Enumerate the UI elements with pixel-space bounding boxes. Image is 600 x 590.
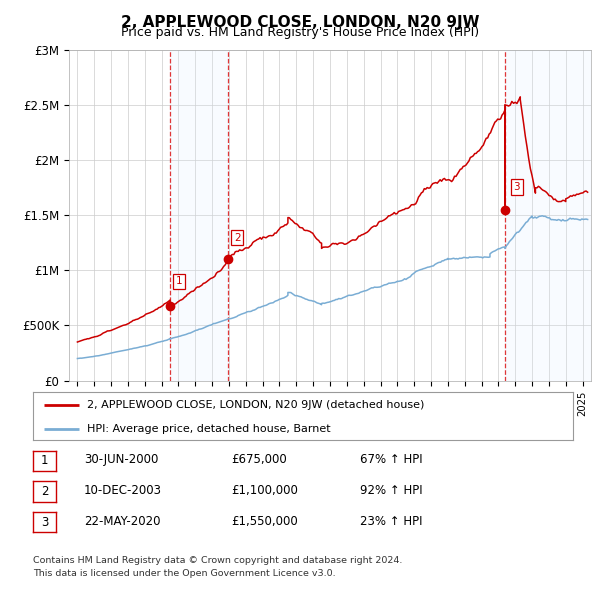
Text: £675,000: £675,000 <box>231 453 287 466</box>
Bar <box>505 50 591 381</box>
Text: This data is licensed under the Open Government Licence v3.0.: This data is licensed under the Open Gov… <box>33 569 335 578</box>
Bar <box>170 50 228 381</box>
Text: 1: 1 <box>176 276 182 286</box>
Text: 3: 3 <box>41 516 48 529</box>
Text: 10-DEC-2003: 10-DEC-2003 <box>84 484 162 497</box>
Text: Price paid vs. HM Land Registry's House Price Index (HPI): Price paid vs. HM Land Registry's House … <box>121 26 479 39</box>
Text: 2: 2 <box>41 485 48 498</box>
Text: 30-JUN-2000: 30-JUN-2000 <box>84 453 158 466</box>
Text: £1,100,000: £1,100,000 <box>231 484 298 497</box>
Text: £1,550,000: £1,550,000 <box>231 514 298 527</box>
Text: 3: 3 <box>514 182 520 192</box>
Text: 2: 2 <box>234 232 241 242</box>
Text: 22-MAY-2020: 22-MAY-2020 <box>84 514 161 527</box>
Text: 2, APPLEWOOD CLOSE, LONDON, N20 9JW (detached house): 2, APPLEWOOD CLOSE, LONDON, N20 9JW (det… <box>87 400 424 410</box>
Text: Contains HM Land Registry data © Crown copyright and database right 2024.: Contains HM Land Registry data © Crown c… <box>33 556 403 565</box>
Text: 67% ↑ HPI: 67% ↑ HPI <box>360 453 422 466</box>
Text: HPI: Average price, detached house, Barnet: HPI: Average price, detached house, Barn… <box>87 424 331 434</box>
Text: 2, APPLEWOOD CLOSE, LONDON, N20 9JW: 2, APPLEWOOD CLOSE, LONDON, N20 9JW <box>121 15 479 30</box>
Text: 1: 1 <box>41 454 48 467</box>
Text: 23% ↑ HPI: 23% ↑ HPI <box>360 514 422 527</box>
Text: 92% ↑ HPI: 92% ↑ HPI <box>360 484 422 497</box>
